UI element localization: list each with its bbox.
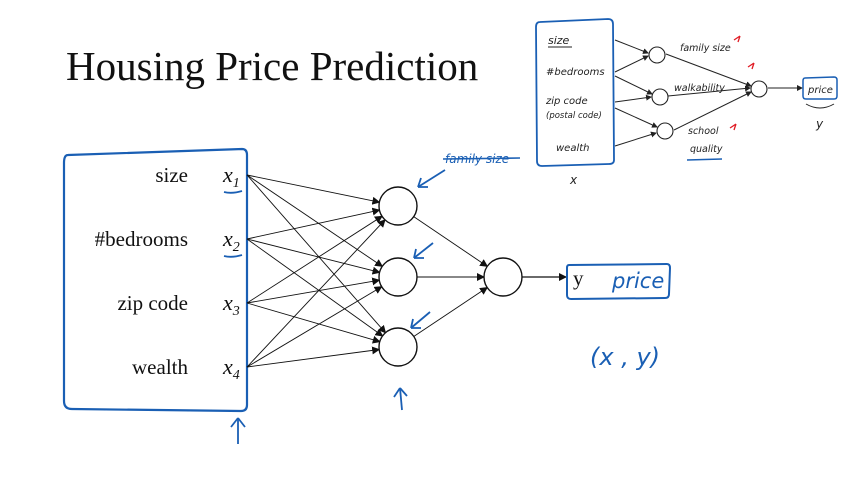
pointer-arrow-up-hidden: [399, 387, 403, 411]
inset-output-price: price: [807, 85, 833, 96]
edge-x1-h3: [246, 174, 387, 334]
hidden-node-2: [378, 257, 418, 297]
hidden-node-1: [378, 186, 418, 226]
var-x3: x3: [222, 290, 240, 319]
inset-red-marks: [729, 35, 755, 131]
inset-hidden-school: school: [688, 126, 719, 137]
feature-label-wealth: wealth: [132, 355, 188, 379]
xy-pair-annotation: (x , y): [590, 343, 660, 371]
edge-x4-h1: [246, 219, 386, 368]
pointer-arrow-1: [417, 169, 446, 188]
underline-x2: [223, 254, 243, 258]
edge-x2-h2: [246, 238, 381, 275]
edge-x4-h2: [246, 286, 383, 368]
edge-x3-h2: [246, 277, 381, 304]
feature-label-bedrooms: #bedrooms: [95, 227, 188, 251]
hidden-node-3: [378, 327, 418, 367]
edge-x2-h1: [246, 207, 381, 240]
inset-sketch: size #bedrooms zip code (postal code) we…: [535, 18, 838, 187]
inset-input-postal: (postal code): [546, 111, 602, 121]
inset-x-label: x: [569, 173, 578, 187]
inset-y-label: y: [815, 117, 824, 131]
edge-x3-h3: [246, 302, 381, 344]
inset-input-zip: zip code: [545, 96, 588, 107]
var-x1: x1: [222, 162, 240, 191]
inset-input-box: [535, 18, 615, 167]
edges-input-hidden: [246, 174, 387, 368]
output-box: [566, 262, 672, 301]
strike-line: [442, 157, 521, 160]
inset-hidden-node-1: [648, 46, 666, 64]
underline-x1: [223, 190, 243, 194]
edge-x1-h1: [246, 174, 381, 205]
edge-x2-h3: [246, 238, 384, 337]
edge-x1-h2: [246, 174, 384, 267]
pointer-arrows: [230, 169, 446, 444]
output-var-y: y: [573, 266, 584, 290]
inset-hidden-node-2: [651, 88, 669, 106]
inset-output-node: [750, 80, 768, 98]
input-box: [62, 147, 249, 413]
var-x4: x4: [222, 354, 240, 383]
feature-label-zip-code: zip code: [117, 291, 188, 315]
pointer-arrow-3: [410, 311, 431, 329]
output-label-price: price: [611, 269, 664, 293]
inset-hidden-family-size: family size: [680, 43, 731, 54]
edge-x3-h1: [246, 215, 383, 304]
inset-output-box: [802, 76, 838, 100]
var-x2: x2: [222, 226, 240, 255]
inset-input-size: size: [548, 34, 570, 47]
edge-x4-h3: [246, 346, 381, 368]
inset-hidden-walkability: walkability: [674, 83, 725, 94]
slide-title: Housing Price Prediction: [66, 43, 479, 89]
output-node: [483, 257, 523, 297]
inset-input-bedrooms: #bedrooms: [546, 67, 605, 78]
inset-input-wealth: wealth: [556, 143, 590, 154]
pointer-arrow-2: [413, 242, 434, 259]
inset-hidden-node-3: [656, 122, 674, 140]
feature-label-size: size: [155, 163, 188, 187]
inset-hidden-quality: quality: [690, 144, 723, 155]
